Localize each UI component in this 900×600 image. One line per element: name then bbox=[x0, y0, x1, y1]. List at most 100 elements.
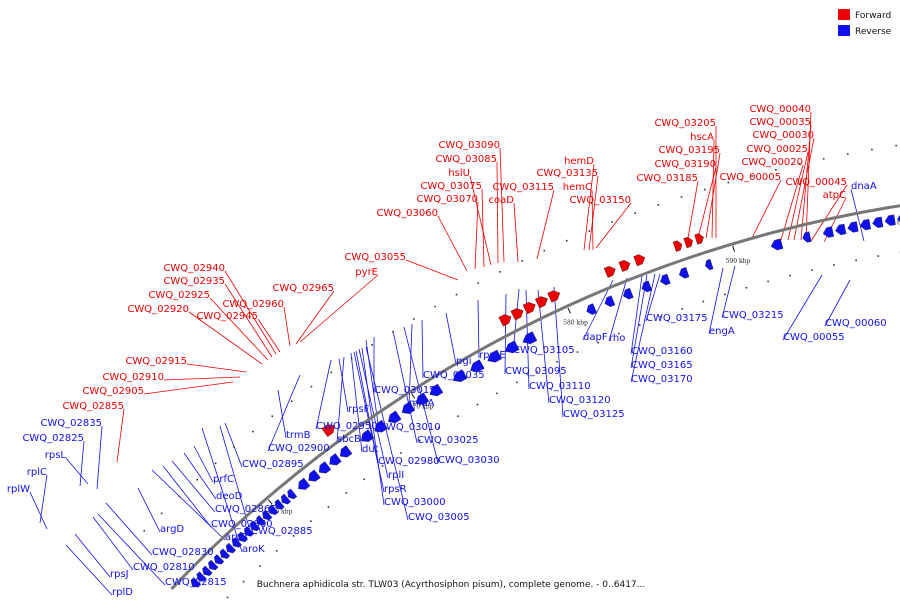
strand-dot bbox=[789, 274, 791, 277]
reverse-gene-label: CWQ_03025 bbox=[417, 435, 479, 446]
reverse-leader-line bbox=[477, 299, 480, 359]
reverse-gene-arrow bbox=[213, 554, 225, 565]
forward-leader-line bbox=[163, 376, 241, 381]
forward-gene-label: CWQ_03085 bbox=[435, 154, 497, 165]
strand-dot bbox=[275, 550, 278, 552]
reverse-leader-line bbox=[445, 312, 457, 365]
strand-dot bbox=[724, 293, 726, 296]
forward-gene-label: pyrE bbox=[355, 267, 378, 278]
scale-tick bbox=[267, 499, 273, 505]
strand-dot bbox=[292, 535, 295, 537]
strand-dot bbox=[588, 230, 591, 232]
strand-dot bbox=[618, 332, 620, 335]
strand-dot bbox=[400, 452, 402, 454]
forward-gene-label: CWQ_02945 bbox=[196, 311, 258, 322]
forward-gene-arrow bbox=[534, 296, 548, 309]
reverse-gene-arrow bbox=[705, 258, 714, 271]
reverse-gene-arrow bbox=[487, 349, 502, 363]
reverse-gene-label: dut bbox=[362, 444, 379, 455]
reverse-gene-label: CWQ_03000 bbox=[384, 497, 446, 508]
forward-gene-arrow bbox=[510, 308, 524, 321]
reverse-gene-label: rplC bbox=[27, 467, 47, 478]
forward-gene-label: CWQ_02920 bbox=[127, 304, 189, 315]
forward-gene-label: hemC bbox=[563, 182, 592, 193]
reverse-gene-arrow bbox=[196, 571, 207, 582]
reverse-gene-label: engA bbox=[709, 326, 735, 337]
reverse-gene-label: CWQ_03110 bbox=[529, 381, 591, 392]
reverse-leader-line bbox=[361, 347, 385, 506]
strand-dot bbox=[226, 596, 229, 599]
forward-gene-label: hscA bbox=[690, 132, 714, 143]
reverse-leader-line bbox=[183, 452, 217, 500]
reverse-leader-line bbox=[608, 277, 628, 342]
scale-tick-label: 560 kbp bbox=[268, 508, 293, 515]
reverse-leader-line bbox=[721, 265, 736, 319]
reverse-gene-label: CWQ_02885 bbox=[251, 526, 313, 537]
strand-dot bbox=[434, 305, 436, 308]
strand-dot bbox=[457, 415, 459, 417]
forward-leader-line bbox=[810, 184, 848, 242]
forward-leader-line bbox=[143, 381, 234, 395]
strand-dot bbox=[702, 300, 705, 303]
strand-dot bbox=[330, 371, 333, 374]
reverse-gene-arrow bbox=[897, 214, 900, 222]
reverse-gene-label: CWQ_03160 bbox=[631, 346, 693, 357]
reverse-leader-line bbox=[824, 279, 851, 327]
strand-dot bbox=[659, 316, 662, 318]
reverse-leader-line bbox=[97, 513, 166, 586]
reverse-gene-arrow bbox=[360, 429, 375, 442]
strand-dot bbox=[704, 188, 706, 191]
strand-dot bbox=[178, 495, 181, 498]
strand-dot bbox=[727, 181, 730, 184]
reverse-gene-arrow bbox=[822, 226, 835, 238]
reverse-gene-arrow bbox=[243, 526, 255, 537]
forward-gene-arrow bbox=[547, 290, 561, 303]
reverse-leader-line bbox=[782, 274, 823, 341]
reverse-gene-arrow bbox=[623, 287, 634, 300]
label-leader-lines bbox=[29, 111, 865, 596]
strand-dot bbox=[381, 465, 384, 467]
reverse-leader-line bbox=[421, 319, 424, 379]
strand-dot bbox=[160, 512, 163, 515]
reverse-leader-line bbox=[65, 457, 89, 485]
reverse-gene-arrow bbox=[401, 401, 416, 414]
strand-dot bbox=[846, 153, 849, 155]
forward-leader-line bbox=[513, 202, 519, 263]
reverse-leader-line bbox=[92, 516, 134, 571]
reverse-gene-label: CWQ_03165 bbox=[631, 360, 693, 371]
reverse-gene-label: CWQ_03030 bbox=[438, 455, 500, 466]
reverse-gene-arrow bbox=[190, 577, 202, 588]
forward-gene-label: CWQ_03190 bbox=[654, 159, 716, 170]
reverse-leader-line bbox=[29, 491, 48, 530]
reverse-leader-line bbox=[201, 427, 243, 553]
strand-dot bbox=[290, 400, 293, 403]
reverse-gene-arrow bbox=[847, 221, 859, 233]
forward-leader-line bbox=[224, 270, 277, 355]
reverse-gene-label: aroK bbox=[242, 544, 265, 555]
reverse-gene-arrow bbox=[274, 499, 285, 510]
reverse-leader-line bbox=[224, 422, 243, 468]
strand-dot bbox=[350, 357, 353, 360]
forward-gene-label: CWQ_02925 bbox=[148, 290, 210, 301]
reverse-leader-line bbox=[277, 389, 287, 439]
reverse-gene-arrow bbox=[287, 488, 298, 500]
gene-features bbox=[190, 214, 900, 588]
forward-gene-label: CWQ_03090 bbox=[438, 140, 500, 151]
reverse-gene-label: sbcB bbox=[337, 434, 361, 445]
reverse-gene-label: CWQ_02860 bbox=[211, 519, 273, 530]
strand-dot bbox=[521, 260, 523, 262]
reverse-gene-arrow bbox=[504, 340, 520, 354]
reverse-leader-line bbox=[504, 293, 507, 375]
reverse-gene-arrow bbox=[339, 445, 353, 458]
forward-gene-label: CWQ_03070 bbox=[416, 194, 478, 205]
reverse-gene-arrow bbox=[835, 223, 847, 236]
reverse-gene-label: rho bbox=[609, 333, 625, 344]
forward-leader-line bbox=[711, 139, 715, 239]
forward-gene-arrow bbox=[672, 240, 683, 252]
forward-leader-line bbox=[499, 147, 505, 263]
reverse-gene-label: CWQ_03215 bbox=[722, 310, 784, 321]
reverse-gene-arrow bbox=[770, 238, 784, 251]
forward-leader-line bbox=[687, 180, 699, 239]
forward-leader-line bbox=[283, 306, 291, 347]
